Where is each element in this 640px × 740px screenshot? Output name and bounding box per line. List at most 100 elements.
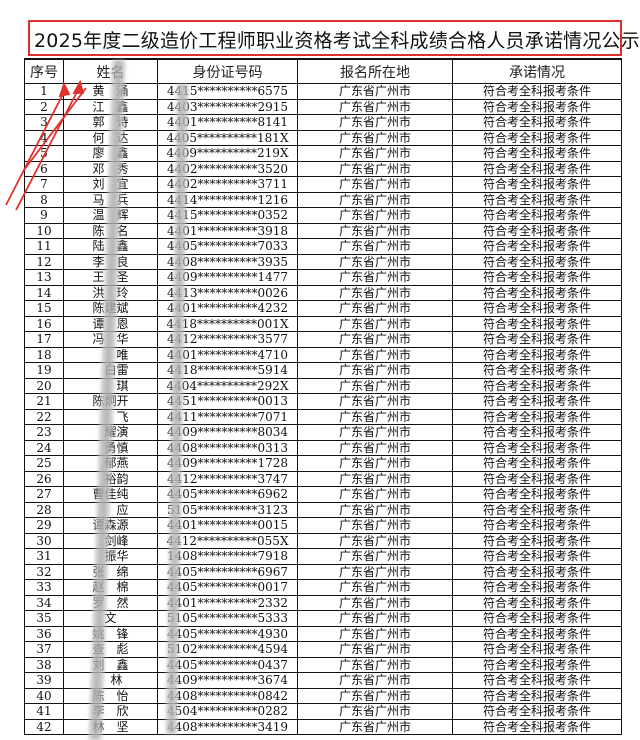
row-commitment: 符合考全科报考条件	[452, 439, 622, 456]
row-location: 广东省广州市	[297, 455, 453, 472]
row-location: 广东省广州市	[297, 284, 453, 301]
row-index: 41	[24, 703, 64, 720]
row-id-number: 4412**********055X	[157, 532, 298, 549]
header-row: 序号 姓名 身份证号码 报名所在地 承诺情况	[24, 58, 622, 84]
row-id-number: 1408**********7918	[157, 548, 298, 565]
row-location: 广东省广州市	[297, 331, 453, 348]
row-commitment: 符合考全科报考条件	[452, 83, 622, 100]
row-id-number: 5105**********5333	[157, 610, 298, 627]
row-id-number: 4413**********0026	[157, 284, 298, 301]
row-id-number: 4401**********8141	[157, 114, 298, 131]
row-id-number: 4409**********1728	[157, 455, 298, 472]
row-id-number: 4409**********3674	[157, 672, 298, 689]
row-id-number: 4401**********3918	[157, 222, 298, 239]
table-row: 38 刘 鑫 4405**********0437 广东省广州市 符合考全科报考条件	[24, 656, 622, 673]
row-id-number: 4402**********3520	[157, 160, 298, 177]
table-row: 24 勇慎 4408**********0313 广东省广州市 符合考全科报考条件	[24, 439, 622, 456]
red-arrow-line	[23, 87, 87, 171]
row-location: 广东省广州市	[297, 300, 453, 317]
table-row: 39 林 4409**********3674 广东省广州市 符合考全科报考条件	[24, 672, 622, 689]
row-commitment: 符合考全科报考条件	[452, 238, 622, 255]
red-arrow-line	[5, 91, 65, 206]
row-commitment: 符合考全科报考条件	[452, 703, 622, 720]
header-index: 序号	[24, 58, 64, 84]
row-id-number: 4405**********4930	[157, 625, 298, 642]
table-row: 26 裕韵 4412**********3747 广东省广州市 符合考全科报考条件	[24, 470, 622, 487]
table-row: 25 郁燕 4409**********1728 广东省广州市 符合考全科报考条件	[24, 455, 622, 472]
row-commitment: 符合考全科报考条件	[452, 145, 622, 162]
row-commitment: 符合考全科报考条件	[452, 501, 622, 518]
row-commitment: 符合考全科报考条件	[452, 517, 622, 534]
row-location: 广东省广州市	[297, 207, 453, 224]
row-index: 34	[24, 594, 64, 611]
row-commitment: 符合考全科报考条件	[452, 563, 622, 580]
row-id-number: 4401**********4710	[157, 346, 298, 363]
row-commitment: 符合考全科报考条件	[452, 284, 622, 301]
row-location: 广东省广州市	[297, 191, 453, 208]
row-index: 11	[24, 238, 64, 255]
row-id-number: 4408**********0313	[157, 439, 298, 456]
row-location: 广东省广州市	[297, 625, 453, 642]
arrow-head-icon	[72, 79, 85, 94]
row-id-number: 4401**********4232	[157, 300, 298, 317]
table-row: 28 应 5105**********3123 广东省广州市 符合考全科报考条件	[24, 501, 622, 518]
row-commitment: 符合考全科报考条件	[452, 269, 622, 286]
row-commitment: 符合考全科报考条件	[452, 315, 622, 332]
row-id-number: 4401**********0015	[157, 517, 298, 534]
red-arrow-line	[15, 89, 79, 211]
row-location: 广东省广州市	[297, 579, 453, 596]
table-row: 33 赵 棉 4405**********0017 广东省广州市 符合考全科报考条件	[24, 579, 622, 596]
row-location: 广东省广州市	[297, 253, 453, 270]
row-location: 广东省广州市	[297, 672, 453, 689]
row-id-number: 4405**********0437	[157, 656, 298, 673]
row-commitment: 符合考全科报考条件	[452, 377, 622, 394]
title-highlight-box	[28, 20, 622, 56]
table-row: 35 文 5105**********5333 广东省广州市 符合考全科报考条件	[24, 610, 622, 627]
row-index: 29	[24, 517, 64, 534]
table-row: 22 飞 4411**********7071 广东省广州市 符合考全科报考条件	[24, 408, 622, 425]
row-id-number: 5105**********3123	[157, 501, 298, 518]
results-table: 序号 姓名 身份证号码 报名所在地 承诺情况 1黄 涌4415*********…	[24, 58, 622, 735]
row-id-number: 4418**********001X	[157, 315, 298, 332]
row-location: 广东省广州市	[297, 656, 453, 673]
header-location: 报名所在地	[297, 58, 453, 84]
table-row: 12 李 良 4408**********3935 广东省广州市 符合考全科报考条件	[24, 253, 622, 270]
row-name: 振华	[63, 548, 158, 565]
row-id-number: 4408**********3935	[157, 253, 298, 270]
table-row: 31 振华 1408**********7918 广东省广州市 符合考全科报考条件	[24, 548, 622, 565]
row-commitment: 符合考全科报考条件	[452, 253, 622, 270]
table-row: 16 谭 恩 4418**********001X 广东省广州市 符合考全科报考条件	[24, 315, 622, 332]
table-row: 13 王 圣 4409**********1477 广东省广州市 符合考全科报考条件	[24, 269, 622, 286]
row-location: 广东省广州市	[297, 439, 453, 456]
row-commitment: 符合考全科报考条件	[452, 408, 622, 425]
table-row: 23 耀演 4409**********8034 广东省广州市 符合考全科报考条件	[24, 424, 622, 441]
row-index: 14	[24, 284, 64, 301]
row-commitment: 符合考全科报考条件	[452, 114, 622, 131]
row-location: 广东省广州市	[297, 176, 453, 193]
header-id-number: 身份证号码	[157, 58, 298, 84]
header-commitment: 承诺情况	[452, 58, 622, 84]
row-id-number: 4404**********292X	[157, 377, 298, 394]
row-commitment: 符合考全科报考条件	[452, 470, 622, 487]
arrow-head-icon	[58, 81, 71, 98]
row-location: 广东省广州市	[297, 563, 453, 580]
row-commitment: 符合考全科报考条件	[452, 548, 622, 565]
table-row: 36 姚 锋 4405**********4930 广东省广州市 符合考全科报考条件	[24, 625, 622, 642]
row-commitment: 符合考全科报考条件	[452, 641, 622, 658]
row-index: 33	[24, 579, 64, 596]
row-location: 广东省广州市	[297, 486, 453, 503]
row-id-number: 4418**********5914	[157, 362, 298, 379]
row-id-number: 4409**********219X	[157, 145, 298, 162]
row-commitment: 符合考全科报考条件	[452, 424, 622, 441]
row-commitment: 符合考全科报考条件	[452, 160, 622, 177]
row-id-number: 4415**********6575	[157, 83, 298, 100]
row-location: 广东省广州市	[297, 703, 453, 720]
row-id-number: 4409**********1477	[157, 269, 298, 286]
row-id-number: 4401**********2332	[157, 594, 298, 611]
row-id-number: 5102**********4594	[157, 641, 298, 658]
row-location: 广东省广州市	[297, 532, 453, 549]
table-row: 32 张 绵 4405**********6967 广东省广州市 符合考全科报考条件	[24, 563, 622, 580]
row-commitment: 符合考全科报考条件	[452, 300, 622, 317]
